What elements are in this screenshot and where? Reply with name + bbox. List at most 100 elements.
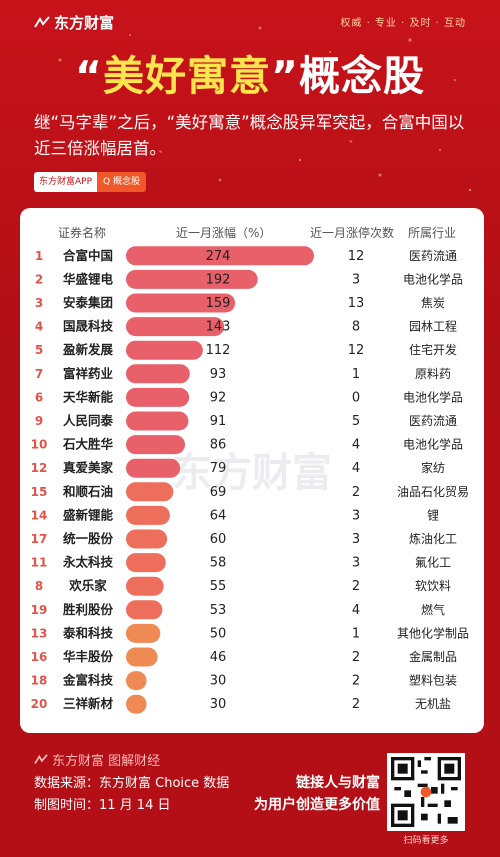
change-value-label: 159 [206,296,231,311]
industry-label: 塑料包装 [409,673,457,688]
change-value-label: 60 [210,532,227,547]
stock-name: 盈新发展 [62,342,114,357]
change-value-label: 274 [206,249,231,264]
limit-up-count: 3 [352,508,360,523]
stock-name: 石大胜华 [62,437,114,452]
slogan: 权威 · 专业 · 及时 · 互动 [340,18,466,29]
rank-label: 7 [35,367,43,381]
change-bar [126,576,164,596]
change-value-label: 55 [210,579,227,594]
limit-up-count: 1 [352,367,360,382]
stock-name: 三祥新材 [63,696,114,711]
limit-up-count: 2 [352,674,360,689]
search-badge-label: Q 概念股 [97,172,146,192]
change-value-label: 143 [206,320,231,335]
data-source: 数据来源：东方财富 Choice 数据 [34,776,230,791]
ranking-card: 证券名称 近一月涨幅（%） 近一月涨停次数 所属行业 东方财富 1 合富中国 274 1… [20,208,484,733]
stock-name: 胜利股份 [63,602,114,617]
limit-up-count: 12 [348,343,365,358]
limit-up-count: 2 [352,697,360,712]
logo-icon [34,15,50,28]
qr-code-icon [391,757,461,827]
change-value-label: 30 [210,697,227,712]
industry-label: 园林工程 [409,319,457,334]
qr-code[interactable] [387,753,465,831]
stock-name: 富祥药业 [63,366,114,381]
slogan-line-2: 为用户创造更多价值 [254,797,380,813]
header-name: 证券名称 [58,226,107,240]
slogan-line-1: 链接人与财富 [296,775,380,791]
industry-label: 燃气 [421,602,445,617]
change-value-label: 91 [210,414,227,429]
watermark-text: 东方财富 [172,450,332,496]
rank-label: 10 [31,438,48,452]
rank-label: 4 [35,320,43,334]
industry-label: 油品石化贸易 [397,485,469,499]
rank-label: 9 [35,414,43,428]
title-quote-close: ” [271,52,299,100]
limit-up-count: 2 [352,485,360,500]
change-bar [126,482,174,502]
industry-label: 无机盐 [415,697,451,711]
change-value-label: 53 [210,603,227,618]
page-title: “美好寓意”概念股 [0,42,500,102]
title-highlight: 美好寓意 [103,52,271,100]
rank-label: 2 [35,272,43,286]
footer-logo: 东方财富 图解财经 [34,750,160,769]
change-bar [126,505,170,525]
rank-label: 11 [31,556,48,570]
stock-name: 合富中国 [63,248,113,263]
header-industry: 所属行业 [408,226,457,240]
change-bar [126,293,236,313]
stock-name: 统一股份 [63,531,114,546]
title-quote-open: “ [75,52,103,100]
rank-label: 19 [31,603,48,617]
change-value-label: 46 [210,650,227,665]
limit-up-count: 4 [352,438,360,453]
app-badge-label: 东方财富APP [34,172,98,192]
rank-label: 13 [31,626,48,640]
industry-label: 住宅开发 [409,342,457,357]
stock-name: 天华新能 [63,389,114,404]
footer-logo-text: 东方财富 图解财经 [52,754,161,769]
industry-label: 金属制品 [409,649,457,664]
limit-up-count: 4 [352,461,360,476]
industry-label: 其他化学制品 [397,625,469,640]
rank-label: 17 [31,532,48,546]
rank-label: 15 [31,485,48,499]
change-value-label: 69 [210,485,227,500]
change-bar [126,600,163,620]
industry-label: 炼油化工 [409,531,457,546]
change-value-label: 79 [210,461,227,476]
change-value-label: 93 [210,367,227,382]
limit-up-count: 0 [352,390,360,405]
change-value-label: 192 [206,272,231,287]
rank-label: 14 [31,508,48,522]
change-value-label: 86 [210,438,227,453]
change-value-label: 92 [210,390,227,405]
limit-up-count: 3 [352,556,360,571]
brand-logo: 东方财富 [34,12,114,33]
change-bar [126,623,161,643]
change-bar [126,340,203,360]
stock-name: 泰和科技 [62,625,114,640]
limit-up-count: 1 [352,626,360,641]
stock-name: 国晟科技 [63,319,114,334]
change-bar [126,694,147,714]
limit-up-count: 4 [352,603,360,618]
stock-name: 金富科技 [62,673,114,688]
change-bar [126,647,158,667]
industry-label: 电池化学品 [403,437,463,452]
app-badge[interactable]: 东方财富APP Q 概念股 [34,172,146,192]
limit-up-count: 5 [352,414,360,429]
industry-label: 氟化工 [415,556,451,570]
rank-label: 5 [35,343,43,357]
change-bar [126,364,190,384]
footer-logo-icon [34,753,48,764]
rank-label: 20 [31,697,48,711]
change-bar [126,458,181,478]
industry-label: 医药流通 [409,414,457,428]
title-rest: 概念股 [298,52,425,100]
